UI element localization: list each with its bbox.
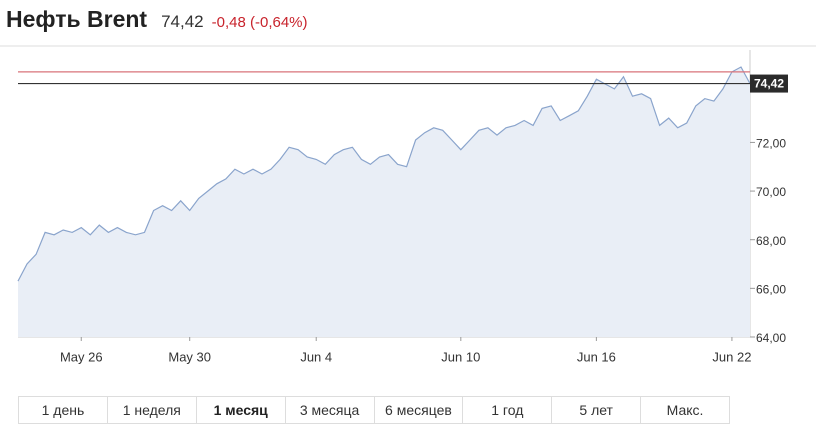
title: Нефть Brent [6,6,148,32]
y-tick-label: 68,00 [756,234,786,248]
range-tab[interactable]: 1 месяц [197,397,286,423]
x-tick-label: May 30 [168,349,211,364]
range-tab[interactable]: Макс. [666,402,704,418]
range-tab[interactable]: 1 неделя [108,397,197,423]
y-tick-label: 66,00 [756,283,786,297]
last-price-label: 74,42 [754,77,784,91]
y-tick-label: 72,00 [756,137,786,151]
x-tick-label: Jun 22 [712,349,751,364]
range-tab[interactable]: 6 месяцев [375,397,464,423]
x-tick-label: Jun 4 [300,349,332,364]
range-tab[interactable]: 3 месяца [286,397,375,423]
range-tab[interactable]: 1 год [463,397,553,423]
range-tab[interactable]: 5 лет [552,397,642,423]
area [18,67,750,337]
header: Нефть Brent 74,42 -0,48 (-0,64%) [6,6,308,33]
chart: Investing.com64,0066,0068,0070,0072,00Ma… [0,45,816,364]
range-tab[interactable]: 1 день [19,397,108,423]
x-tick-label: Jun 10 [441,349,480,364]
price: 74,42 [161,12,204,31]
last-price-box [750,74,788,93]
line [17,66,751,282]
change: -0,48 (-0,64%) [211,14,308,31]
x-tick-label: May 26 [60,349,103,364]
range-tabs: 1 день 1 неделя 1 месяц 3 месяца 6 месяцев 1 … [18,396,730,424]
x-tick-label: Jun 16 [577,349,616,364]
y-tick-label: 70,00 [756,185,786,199]
y-tick-label: 64,00 [756,331,786,345]
